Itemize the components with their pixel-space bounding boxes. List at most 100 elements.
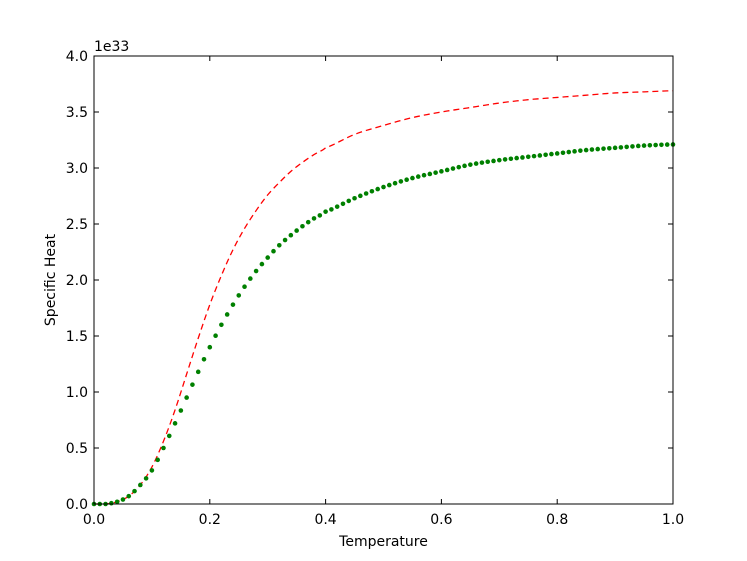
series-point <box>138 482 143 488</box>
y-tick-label: 1.0 <box>66 385 88 401</box>
series-point <box>155 457 160 463</box>
x-tick-label: 0.6 <box>430 512 452 528</box>
series-layer <box>91 90 676 507</box>
series-point <box>329 207 334 212</box>
series-point <box>334 204 340 209</box>
series-point <box>630 144 635 149</box>
series-point <box>363 191 369 196</box>
y-axis-label: Specific Heat <box>43 233 59 326</box>
series-point <box>120 497 126 502</box>
series-point <box>415 174 421 179</box>
series-point <box>456 164 462 170</box>
series-point <box>109 500 114 506</box>
series-point <box>161 445 166 451</box>
series-point <box>635 143 641 149</box>
series-point <box>624 144 629 150</box>
series-point <box>398 179 404 184</box>
series-point <box>566 149 572 155</box>
series-point <box>352 195 357 201</box>
series-point <box>560 150 566 156</box>
series-point <box>641 143 647 148</box>
series-point <box>589 147 595 152</box>
series-point <box>288 232 294 238</box>
series-point <box>323 209 328 214</box>
series-point <box>554 151 560 156</box>
series-point <box>149 468 155 473</box>
x-axis-label: Temperature <box>338 534 428 550</box>
series-point <box>282 237 288 243</box>
series-point <box>508 156 514 162</box>
series-point <box>184 395 189 400</box>
x-tick-label: 0.0 <box>83 512 105 528</box>
y-tick-label: 1.5 <box>66 329 88 345</box>
series-point <box>213 333 218 339</box>
ticks-layer: 0.0 0.2 0.4 0.6 0.8 1.0 0.0 0.5 1.0 1.5 2.0 2.5 3.0 3… <box>66 49 684 528</box>
series-point <box>294 228 299 233</box>
series-point <box>305 219 311 225</box>
series-point <box>114 499 120 505</box>
series-point <box>300 223 305 229</box>
series-point <box>259 261 265 267</box>
series-point <box>502 157 508 162</box>
series-point <box>653 142 658 148</box>
series-point <box>190 382 195 387</box>
series-point <box>381 184 386 190</box>
series-point <box>433 170 438 175</box>
series-point <box>462 163 467 169</box>
series-point <box>531 153 537 159</box>
series-point <box>386 182 392 188</box>
series-point <box>468 162 473 167</box>
series-point <box>126 493 132 499</box>
series-line-dashed <box>94 90 674 505</box>
y-tick-label: 2.0 <box>66 273 88 289</box>
series-point <box>514 155 519 161</box>
series-point <box>473 161 479 166</box>
series-point <box>537 153 543 158</box>
y-tick-label: 0.0 <box>66 497 88 513</box>
series-point <box>172 421 178 426</box>
series-point <box>491 158 496 164</box>
series-point <box>543 152 548 158</box>
series-point <box>404 177 409 182</box>
series-point <box>224 312 230 317</box>
series-point <box>311 216 317 221</box>
x-tick-label: 0.4 <box>314 512 336 528</box>
series-point <box>607 145 612 151</box>
series-point <box>578 148 583 153</box>
series-point <box>549 151 554 157</box>
y-tick-label: 0.5 <box>66 441 88 457</box>
series-point <box>583 147 589 153</box>
x-tick-label: 0.2 <box>199 512 221 528</box>
y-tick-label: 4.0 <box>66 49 88 65</box>
series-point <box>178 408 184 413</box>
series-point <box>166 433 172 439</box>
series-point <box>236 293 242 298</box>
series-point <box>618 145 624 150</box>
series-point <box>207 344 213 350</box>
series-point <box>595 146 601 152</box>
series-point <box>601 146 606 151</box>
series-point <box>444 167 450 173</box>
series-point <box>265 255 271 260</box>
y-tick-label: 3.5 <box>66 105 88 121</box>
y-offset-label: 1e33 <box>94 39 129 55</box>
x-tick-label: 1.0 <box>662 512 684 528</box>
series-point <box>410 175 415 181</box>
series-point <box>659 142 664 148</box>
series-point <box>219 322 224 328</box>
x-tick-label: 0.8 <box>546 512 568 528</box>
series-point <box>439 169 444 174</box>
series-point <box>497 157 502 163</box>
series-point <box>253 268 259 274</box>
series-point <box>248 276 253 281</box>
series-point <box>421 172 427 178</box>
series-point <box>230 302 236 307</box>
series-point <box>201 357 207 362</box>
series-point <box>479 160 485 165</box>
series-point <box>317 213 323 218</box>
series-point <box>242 284 247 290</box>
series-point <box>392 180 398 186</box>
series-point <box>647 142 653 148</box>
